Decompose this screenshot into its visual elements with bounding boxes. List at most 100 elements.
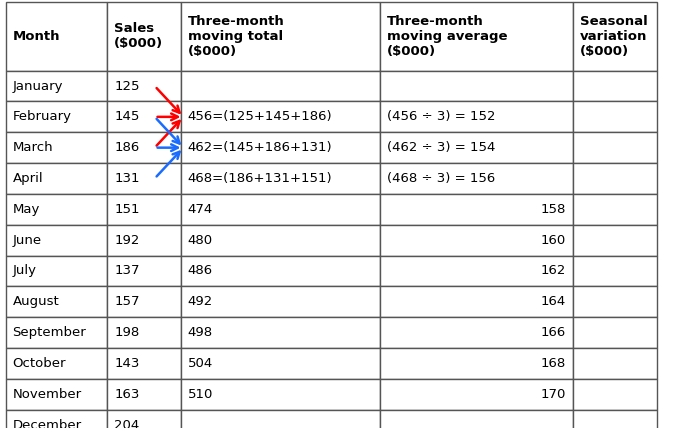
- Bar: [6, 286, 107, 317]
- Bar: [380, 2, 573, 71]
- Bar: [107, 163, 181, 194]
- Text: 160: 160: [540, 234, 566, 247]
- Text: 158: 158: [540, 203, 566, 216]
- Bar: [6, 225, 107, 256]
- Bar: [6, 132, 107, 163]
- Text: May: May: [13, 203, 40, 216]
- Bar: [181, 317, 380, 348]
- Bar: [380, 256, 573, 286]
- Bar: [6, 2, 107, 71]
- Text: 462=(145+186+131): 462=(145+186+131): [188, 141, 332, 154]
- Text: July: July: [13, 265, 36, 277]
- Bar: [380, 163, 573, 194]
- Text: (468 ÷ 3) = 156: (468 ÷ 3) = 156: [387, 172, 496, 185]
- Bar: [107, 379, 181, 410]
- Bar: [181, 194, 380, 225]
- Bar: [6, 379, 107, 410]
- Text: Three-month
moving average
($000): Three-month moving average ($000): [387, 15, 508, 58]
- Bar: [181, 410, 380, 428]
- Text: Seasonal
variation
($000): Seasonal variation ($000): [580, 15, 648, 58]
- Bar: [107, 194, 181, 225]
- Bar: [6, 410, 107, 428]
- Text: November: November: [13, 388, 82, 401]
- Bar: [573, 379, 657, 410]
- Text: Sales
($000): Sales ($000): [114, 22, 163, 51]
- Bar: [380, 225, 573, 256]
- Bar: [107, 317, 181, 348]
- Bar: [573, 286, 657, 317]
- Bar: [107, 101, 181, 132]
- Text: 192: 192: [114, 234, 139, 247]
- Text: 145: 145: [114, 110, 139, 123]
- Bar: [181, 379, 380, 410]
- Bar: [181, 163, 380, 194]
- Text: June: June: [13, 234, 42, 247]
- Bar: [573, 71, 657, 101]
- Bar: [380, 348, 573, 379]
- Text: 125: 125: [114, 80, 139, 92]
- Bar: [380, 286, 573, 317]
- Text: February: February: [13, 110, 71, 123]
- Bar: [107, 286, 181, 317]
- Text: 143: 143: [114, 357, 139, 370]
- Bar: [380, 194, 573, 225]
- Bar: [6, 194, 107, 225]
- Text: January: January: [13, 80, 63, 92]
- Text: 164: 164: [540, 295, 566, 308]
- Bar: [6, 163, 107, 194]
- Text: 480: 480: [188, 234, 213, 247]
- Bar: [573, 317, 657, 348]
- Bar: [380, 317, 573, 348]
- Bar: [107, 225, 181, 256]
- Text: September: September: [13, 326, 86, 339]
- Text: 204: 204: [114, 419, 139, 428]
- Text: 166: 166: [540, 326, 566, 339]
- Bar: [107, 2, 181, 71]
- Text: 198: 198: [114, 326, 139, 339]
- Text: 504: 504: [188, 357, 213, 370]
- Text: April: April: [13, 172, 43, 185]
- Text: 498: 498: [188, 326, 213, 339]
- Text: 474: 474: [188, 203, 213, 216]
- Bar: [107, 410, 181, 428]
- Bar: [573, 194, 657, 225]
- Text: Month: Month: [13, 30, 60, 43]
- Bar: [380, 132, 573, 163]
- Text: 510: 510: [188, 388, 213, 401]
- Bar: [380, 101, 573, 132]
- Bar: [573, 225, 657, 256]
- Bar: [181, 256, 380, 286]
- Text: 486: 486: [188, 265, 213, 277]
- Text: 157: 157: [114, 295, 139, 308]
- Text: 186: 186: [114, 141, 139, 154]
- Text: 131: 131: [114, 172, 139, 185]
- Text: December: December: [13, 419, 82, 428]
- Bar: [6, 101, 107, 132]
- Bar: [181, 101, 380, 132]
- Bar: [107, 256, 181, 286]
- Bar: [181, 2, 380, 71]
- Bar: [181, 132, 380, 163]
- Bar: [107, 348, 181, 379]
- Text: 137: 137: [114, 265, 139, 277]
- Bar: [573, 101, 657, 132]
- Text: (456 ÷ 3) = 152: (456 ÷ 3) = 152: [387, 110, 496, 123]
- Text: March: March: [13, 141, 53, 154]
- Bar: [107, 132, 181, 163]
- Bar: [6, 71, 107, 101]
- Text: 456=(125+145+186): 456=(125+145+186): [188, 110, 332, 123]
- Bar: [6, 348, 107, 379]
- Text: 170: 170: [540, 388, 566, 401]
- Bar: [6, 256, 107, 286]
- Bar: [573, 132, 657, 163]
- Text: 162: 162: [540, 265, 566, 277]
- Bar: [181, 225, 380, 256]
- Bar: [380, 410, 573, 428]
- Bar: [6, 317, 107, 348]
- Text: 168: 168: [540, 357, 566, 370]
- Bar: [573, 348, 657, 379]
- Text: 151: 151: [114, 203, 139, 216]
- Text: Three-month
moving total
($000): Three-month moving total ($000): [188, 15, 284, 58]
- Bar: [573, 2, 657, 71]
- Bar: [380, 71, 573, 101]
